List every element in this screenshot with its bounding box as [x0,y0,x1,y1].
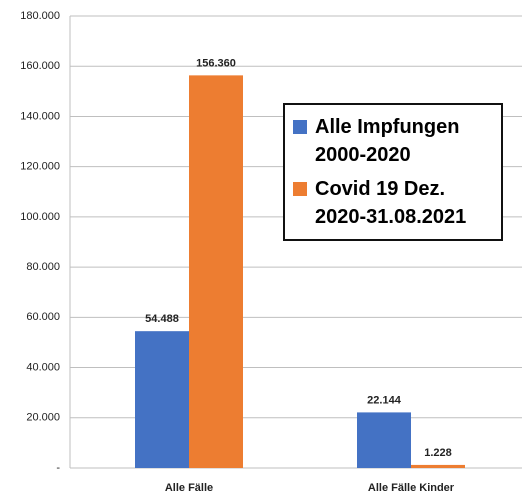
legend-swatch [293,182,307,196]
bar [357,412,411,468]
legend-item: Alle Impfungen 2000-2020 [291,113,495,169]
legend-label: Covid 19 Dez. 2020-31.08.2021 [315,178,467,228]
y-tick-label: 180.000 [20,10,60,22]
bar [411,464,465,468]
data-label: 22.144 [367,394,402,406]
legend-swatch [293,120,307,134]
y-tick-label: 60.000 [26,311,60,323]
x-tick-label: Alle Fälle Kinder [368,482,455,494]
y-tick-label: 140.000 [20,110,60,122]
y-tick-label: 100.000 [20,211,60,223]
legend: Alle Impfungen 2000-2020 Covid 19 Dez. 20… [283,103,503,241]
data-label: 54.488 [145,313,179,325]
data-label: 156.360 [196,57,236,69]
y-tick-label: - [56,462,60,474]
y-tick-label: 40.000 [26,361,60,373]
legend-item: Covid 19 Dez. 2020-31.08.2021 [291,175,495,231]
y-tick-label: 20.000 [26,412,60,424]
y-tick-label: 80.000 [26,261,60,273]
x-tick-label: Alle Fälle [165,482,213,494]
data-label: 1.228 [424,447,452,459]
bar [135,331,189,468]
y-tick-label: 120.000 [20,161,60,173]
bar [189,75,243,468]
y-tick-label: 160.000 [20,60,60,72]
legend-label: Alle Impfungen 2000-2020 [315,116,460,166]
